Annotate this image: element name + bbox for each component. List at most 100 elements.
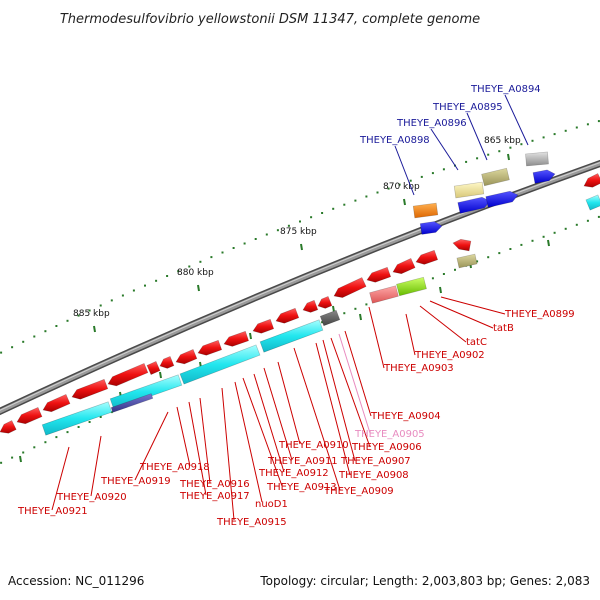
ruler-dot-inner <box>597 215 600 218</box>
ruler-dot-outer <box>343 203 346 206</box>
ruler-dot-inner <box>77 426 80 428</box>
ruler-dot-outer <box>354 199 357 202</box>
ruler-dot-inner <box>343 312 346 315</box>
ruler-dot-outer <box>199 260 202 263</box>
gene-reverse-olive <box>456 253 478 269</box>
ruler-dot-inner <box>454 268 456 271</box>
gene-forward-blue <box>532 169 556 184</box>
gene-label: THEYE_A0911 <box>267 456 338 467</box>
ruler-dot-outer <box>232 247 235 249</box>
ruler-dot-outer <box>88 309 91 312</box>
leader-line <box>368 306 385 369</box>
ruler-dot-inner <box>498 252 501 255</box>
gene-forward-red <box>392 258 416 275</box>
ruler-dot-outer <box>476 157 479 160</box>
gene-label: THEYE_A0910 <box>278 440 349 451</box>
gene-forward-olive <box>481 167 510 187</box>
scale-label-870: 870 kbp <box>383 182 420 192</box>
ruler-dot-outer <box>22 340 25 343</box>
gene-forward-red <box>252 318 275 334</box>
gene-forward-red <box>159 356 175 369</box>
leader-line <box>394 145 415 196</box>
gene-label: THEYE_A0912 <box>258 468 329 479</box>
ruler-dot-outer <box>487 153 490 156</box>
ruler-tick <box>507 153 510 161</box>
gene-label: THEYE_A0899 <box>504 309 575 320</box>
ruler-dot-outer <box>310 216 313 219</box>
gene-reverse-darkgrey <box>319 309 341 327</box>
gene-label: tatB <box>493 323 514 334</box>
gene-label: THEYE_A0906 <box>351 442 422 453</box>
ruler-dot-outer <box>287 224 290 227</box>
ruler-dot-outer <box>110 299 113 302</box>
leader-line <box>466 112 488 161</box>
ruler-dot-inner <box>476 260 479 263</box>
leader-line <box>176 406 191 467</box>
gene-reverse-salmon <box>369 285 399 304</box>
leader-line <box>293 347 341 491</box>
gene-label: THEYE_A0896 <box>396 118 467 129</box>
gene-forward-blue <box>485 190 519 208</box>
ruler-dot-outer <box>77 314 80 317</box>
ruler-dot-outer <box>66 319 69 322</box>
label-leader-lines <box>51 94 529 521</box>
ruler-dot-inner <box>575 223 578 226</box>
genome-backbone <box>0 159 600 416</box>
gene-label: THEYE_A0915 <box>216 517 287 528</box>
ruler-dot-inner <box>442 273 445 275</box>
gene-labels: THEYE_A0894 THEYE_A0895 THEYE_A0896 THEYE_A… <box>17 84 575 528</box>
ruler-tick <box>159 371 162 379</box>
ruler-dot-outer <box>398 183 401 186</box>
ruler-dot-outer <box>387 187 390 190</box>
ruler-dot-inner <box>586 219 589 222</box>
ruler-dot-inner <box>509 248 512 250</box>
scale-label-880: 880 kbp <box>177 268 214 278</box>
ruler-dot-outer <box>144 284 146 287</box>
gene-reverse-cyan <box>179 344 261 385</box>
gene-label: THEYE_A0907 <box>340 456 411 467</box>
leader-line <box>405 313 416 356</box>
ruler-dot-outer <box>99 304 102 307</box>
ruler-tick <box>93 325 96 333</box>
ruler-dot-inner <box>66 431 69 434</box>
gene-label: THEYE_A0909 <box>323 486 394 497</box>
ruler-dot-outer <box>542 136 545 139</box>
scale-labels: 865 kbp 870 kbp 875 kbp 880 kbp 885 kbp <box>73 136 521 319</box>
ruler-dot-inner <box>431 277 434 280</box>
gene-label: THEYE_A0902 <box>414 350 485 361</box>
ruler-dot-outer <box>498 150 501 153</box>
leader-line <box>322 339 356 462</box>
gene-forward-red <box>366 266 392 283</box>
gene-forward-red <box>197 339 223 356</box>
ruler-dot-outer <box>365 195 368 198</box>
leader-line <box>504 94 529 146</box>
ruler-dot-outer <box>210 256 213 259</box>
leader-line <box>242 377 283 487</box>
gene-label: THEYE_A0921 <box>17 506 88 517</box>
gene-reverse-cyan <box>585 194 600 211</box>
ruler-dot-outer <box>321 212 324 214</box>
ruler-dot-outer <box>465 160 468 163</box>
ruler-dot-outer <box>575 126 578 129</box>
gene-reverse-cyan <box>259 319 324 353</box>
gene-forward-red <box>0 420 17 434</box>
leader-line <box>188 401 207 496</box>
gene-forward-red <box>107 363 149 387</box>
ruler-dot-inner <box>44 441 47 444</box>
ruler-dot-outer <box>509 146 512 149</box>
leader-line <box>315 342 351 476</box>
ruler-dot-inner <box>110 411 113 414</box>
ruler-dot-outer <box>276 229 279 232</box>
gene-reverse-slate <box>110 393 154 413</box>
ruler-dot-inner <box>33 446 36 449</box>
ruler-dot-inner <box>487 256 490 259</box>
leader-line <box>199 397 211 484</box>
gene-forward-red <box>42 394 71 413</box>
ruler-dot-outer <box>254 238 257 240</box>
leader-line <box>430 128 459 171</box>
gene-forward-blue <box>419 221 443 235</box>
ruler-dot-outer <box>409 179 412 182</box>
ruler-dot-outer <box>11 346 14 349</box>
leader-line <box>134 411 169 481</box>
